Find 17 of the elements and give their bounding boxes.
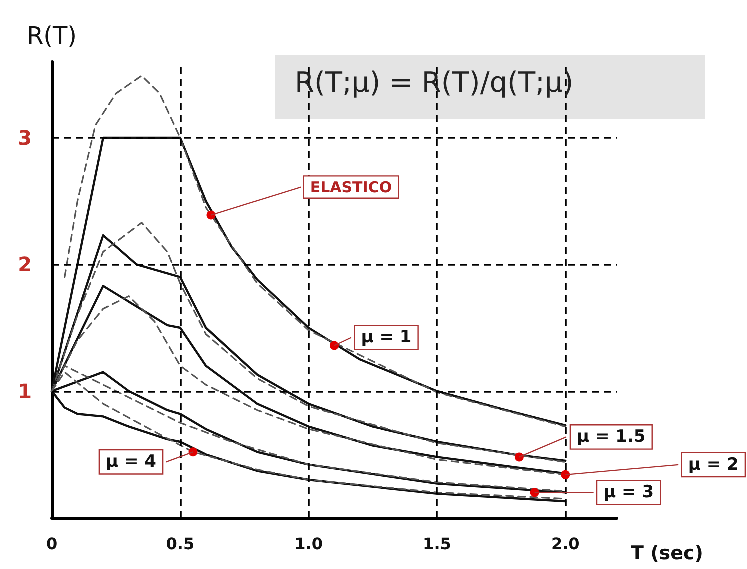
annotation: μ = 4 (106, 452, 157, 472)
annotation: μ = 2 (688, 454, 739, 475)
annotation: ELASTICO (310, 178, 392, 196)
annotation: R(T;μ) = R(T)/q(T;μ) (295, 66, 574, 99)
y-axis-title: R(T) (26, 22, 78, 50)
x-tick-label: 0.5 (166, 534, 195, 554)
annotation: μ = 1 (361, 328, 412, 348)
y-tick-label: 3 (18, 126, 32, 150)
y-tick-label: 1 (18, 379, 32, 404)
annotation: μ = 3 (604, 482, 654, 503)
annotation: μ = 1.5 (577, 427, 646, 448)
x-tick-label: 1.5 (423, 534, 452, 554)
x-tick-label: 1.0 (294, 534, 323, 554)
x-axis-title: T (sec) (631, 542, 704, 564)
x-tick-label: 2.0 (551, 534, 580, 554)
x-tick-label: 0 (46, 534, 58, 554)
y-tick-label: 2 (18, 252, 32, 277)
